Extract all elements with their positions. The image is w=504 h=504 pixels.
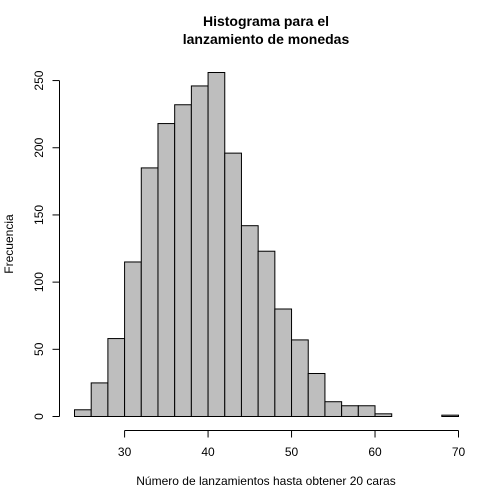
histogram-bar (91, 383, 108, 417)
histogram-bar (375, 414, 392, 417)
chart-title-line-1: Histograma para el (203, 13, 329, 29)
histogram-bar (258, 251, 275, 416)
x-tick-label: 50 (285, 445, 299, 459)
x-tick-label: 40 (201, 445, 215, 459)
histogram-bar (108, 339, 125, 417)
x-tick-label: 70 (452, 445, 466, 459)
y-tick-label: 100 (32, 272, 46, 292)
histogram-bar (275, 309, 292, 417)
y-tick-label: 50 (32, 342, 46, 356)
y-tick-label: 0 (32, 413, 46, 420)
histogram-bar (292, 340, 309, 417)
histogram-bar (358, 406, 375, 417)
histogram-bar (225, 153, 242, 416)
histogram-bar (342, 406, 359, 417)
histogram-bar (191, 86, 208, 417)
histogram-bar (442, 415, 459, 416)
x-tick-label: 60 (368, 445, 382, 459)
y-tick-label: 150 (32, 205, 46, 225)
y-axis: 0 50 100 150 200 250 (32, 70, 60, 420)
y-axis-label: Frecuencia (2, 214, 16, 274)
y-tick-label: 200 (32, 137, 46, 157)
histogram-bar (158, 124, 175, 417)
histogram-bar (175, 105, 192, 417)
chart-title-line-2: lanzamiento de monedas (183, 31, 350, 47)
x-axis: 30 40 50 60 70 (118, 431, 466, 460)
histogram-bar (141, 168, 158, 417)
histogram-bar (125, 262, 142, 417)
histogram-bar (325, 402, 342, 417)
histogram-bar (208, 73, 225, 417)
histogram-bar (308, 374, 325, 417)
bars-group (75, 73, 459, 417)
x-axis-label: Número de lanzamientos hasta obtener 20 … (136, 474, 395, 488)
x-tick-label: 30 (118, 445, 132, 459)
histogram-bar (241, 226, 258, 417)
y-tick-label: 250 (32, 70, 46, 90)
histogram-bar (75, 410, 92, 417)
